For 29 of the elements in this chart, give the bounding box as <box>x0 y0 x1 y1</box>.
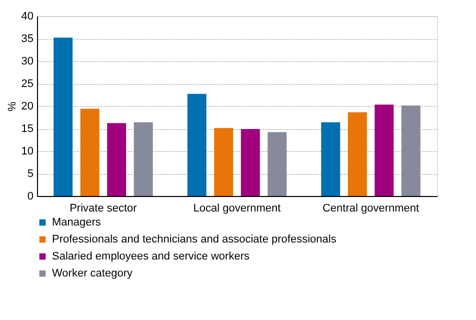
bar <box>321 122 340 196</box>
y-tick-label: 40 <box>21 10 34 22</box>
bar <box>187 94 206 196</box>
y-tick-label: 5 <box>27 168 34 180</box>
x-tick-label: Private sector <box>70 202 138 214</box>
y-tick-label: 25 <box>21 78 34 90</box>
bar <box>401 106 420 196</box>
y-tick-label: 10 <box>21 146 34 158</box>
bar <box>374 104 394 196</box>
bar <box>107 123 126 196</box>
legend-label: Salaried employees and service workers <box>52 250 250 262</box>
bar <box>54 38 73 196</box>
bar <box>134 122 153 196</box>
y-axis-title: % <box>6 101 18 112</box>
y-tick-label: 35 <box>21 33 34 45</box>
y-tick-label: 0 <box>27 190 34 202</box>
bar <box>348 112 367 196</box>
x-tick-label: Local government <box>193 202 281 214</box>
bar <box>240 128 260 196</box>
bar <box>80 108 100 196</box>
y-tick-label: 20 <box>21 100 34 112</box>
legend-label: Professionals and technicians and associate professionals <box>52 234 337 246</box>
x-tick-label: Central government <box>322 202 420 214</box>
bar <box>268 132 287 196</box>
y-tick-label: 15 <box>21 123 34 135</box>
legend-label: Managers <box>52 216 102 228</box>
y-tick-label: 30 <box>21 56 34 68</box>
bar <box>214 128 234 196</box>
legend-label: Worker category <box>52 268 133 280</box>
